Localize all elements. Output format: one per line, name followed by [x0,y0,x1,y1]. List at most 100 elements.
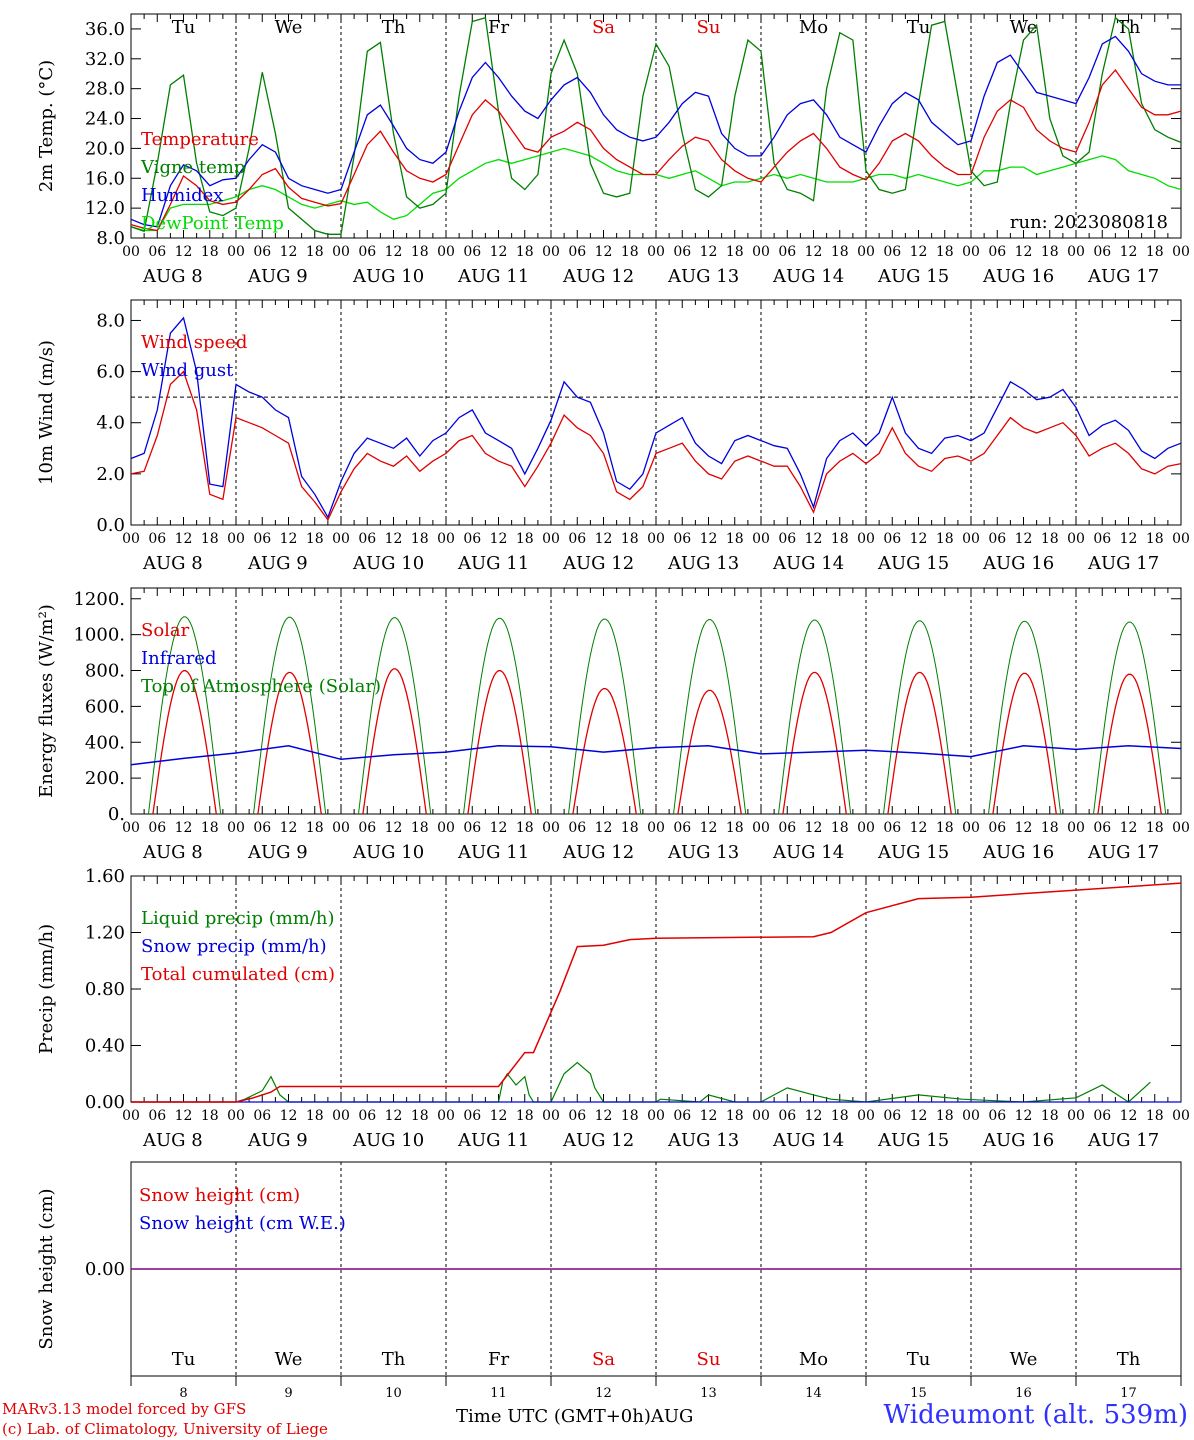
hour-tick-label: 06 [778,1108,796,1124]
hour-tick-label: 06 [673,820,691,836]
hour-tick-label: 00 [227,820,245,836]
hour-tick-label: 12 [1015,820,1033,836]
hour-tick-label: 12 [1120,1108,1138,1124]
weekday-label: Sa [592,1349,615,1370]
hour-tick-label: 12 [175,244,193,260]
hour-tick-label: 00 [122,531,140,547]
hour-tick-label: 12 [1120,244,1138,260]
hour-tick-label: 18 [726,244,744,260]
hour-tick-label: 00 [647,820,665,836]
day-number-label: 10 [385,1386,402,1401]
series-line-toa-solar [1093,621,1167,815]
weekday-label: Su [697,1349,721,1370]
date-label: AUG 13 [667,553,739,574]
hour-tick-label: 12 [805,531,823,547]
date-label: AUG 14 [772,842,844,863]
date-label: AUG 13 [667,1130,739,1151]
hour-tick-label: 06 [883,820,901,836]
hour-tick-label: 18 [1041,244,1059,260]
date-label: AUG 11 [457,266,529,287]
series-line-vigne-temp [130,16,1182,235]
hour-tick-label: 00 [437,820,455,836]
y-tick-label: 1.60 [85,866,125,887]
hour-tick-label: 00 [1067,1108,1085,1124]
hour-tick-label: 18 [936,531,954,547]
hour-tick-label: 06 [568,531,586,547]
hour-tick-label: 18 [726,531,744,547]
series-line-solar [362,668,427,815]
series-line-humidex [130,35,1181,228]
hour-tick-label: 06 [673,244,691,260]
series-line-solar [257,671,322,815]
series-line-toa-solar [988,620,1062,815]
weekday-label: Su [697,17,721,38]
weekday-label: Sa [592,17,615,38]
hour-tick-label: 18 [621,1108,639,1124]
hour-tick-label: 00 [752,244,770,260]
date-label: AUG 14 [772,266,844,287]
y-axis-label: Precip (mm/h) [36,924,57,1054]
hour-tick-label: 06 [778,531,796,547]
hour-tick-label: 00 [857,244,875,260]
hour-tick-label: 06 [148,820,166,836]
series-line-toa-solar [778,619,852,815]
hour-tick-label: 12 [175,820,193,836]
date-label: AUG 17 [1087,1130,1159,1151]
hour-tick-label: 00 [1172,244,1190,260]
hour-tick-label: 06 [148,1108,166,1124]
hour-tick-label: 06 [778,820,796,836]
hour-tick-label: 06 [463,244,481,260]
hour-tick-label: 18 [411,244,429,260]
hour-tick-label: 12 [490,531,508,547]
y-tick-label: 800. [85,661,125,682]
hour-tick-label: 12 [280,244,298,260]
date-label: AUG 8 [142,1130,203,1151]
series-line-toa-solar [148,616,222,815]
date-label: AUG 9 [247,553,308,574]
legend-entry: Wind gust [141,360,234,381]
date-label: AUG 11 [457,1130,529,1151]
hour-tick-label: 00 [227,244,245,260]
hour-tick-label: 18 [411,820,429,836]
day-number-label: 16 [1015,1386,1032,1401]
hour-tick-label: 06 [988,1108,1006,1124]
weekday-label: Fr [488,17,509,38]
hour-tick-label: 00 [332,531,350,547]
hour-tick-label: 12 [910,1108,928,1124]
series-line-solar [152,670,217,815]
weekday-label: Mo [799,1349,828,1370]
hour-tick-label: 18 [516,531,534,547]
day-number-label: 8 [179,1386,187,1401]
hour-tick-label: 00 [542,244,560,260]
hour-tick-label: 06 [1093,531,1111,547]
hour-tick-label: 12 [700,531,718,547]
legend-entry: DewPoint Temp [141,213,284,234]
hour-tick-label: 18 [726,1108,744,1124]
hour-tick-label: 18 [306,531,324,547]
weekday-label: Th [1117,1349,1141,1370]
date-label: AUG 10 [352,842,424,863]
hour-tick-label: 06 [988,244,1006,260]
legend-entry: Temperature [141,129,259,150]
hour-tick-label: 00 [227,531,245,547]
series-line-solar [1097,673,1162,815]
hour-tick-label: 12 [595,531,613,547]
date-label: AUG 15 [877,1130,949,1151]
y-tick-label: 0.00 [85,1092,125,1113]
series-line-solar [572,687,637,815]
series-line-toa-solar [358,617,432,815]
hour-tick-label: 06 [253,244,271,260]
y-tick-label: 4.0 [96,413,125,434]
hour-tick-label: 18 [516,820,534,836]
hour-tick-label: 12 [490,1108,508,1124]
hour-tick-label: 00 [1067,820,1085,836]
hour-tick-label: 18 [1041,1108,1059,1124]
hour-tick-label: 18 [936,1108,954,1124]
weekday-label: We [275,1349,303,1370]
y-tick-label: 20.0 [85,138,125,159]
hour-tick-label: 12 [175,531,193,547]
hour-tick-label: 18 [1146,1108,1164,1124]
y-tick-label: 28.0 [85,79,125,100]
series-line-toa-solar [883,620,957,815]
